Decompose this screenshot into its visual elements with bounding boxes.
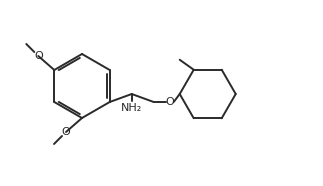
Text: O: O: [34, 51, 43, 61]
Text: O: O: [165, 97, 174, 107]
Text: O: O: [62, 127, 70, 137]
Text: NH₂: NH₂: [121, 103, 142, 113]
